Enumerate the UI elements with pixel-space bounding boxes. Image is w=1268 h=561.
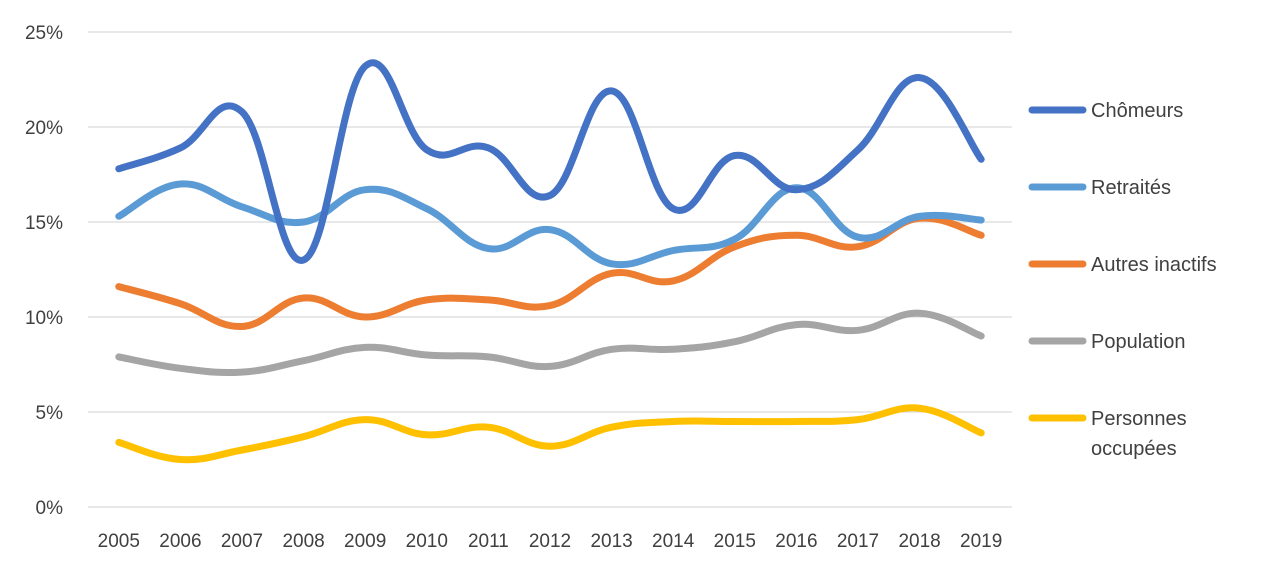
- y-tick-label: 15%: [25, 213, 63, 234]
- y-axis-tick-labels: 0% 5% 10% 15% 20% 25%: [25, 23, 63, 519]
- x-tick-label: 2005: [98, 531, 140, 552]
- y-tick-label: 25%: [25, 23, 63, 44]
- y-tick-label: 20%: [25, 118, 63, 139]
- x-tick-label: 2009: [344, 531, 386, 552]
- legend-label: Chômeurs: [1091, 100, 1183, 122]
- series-line-retraites: [115, 180, 985, 269]
- series-line-population: [115, 309, 985, 377]
- legend-label: Population: [1091, 331, 1186, 353]
- series-line-chomeurs: [115, 59, 985, 264]
- x-tick-label: 2015: [714, 531, 756, 552]
- legend-item-chomeurs: Chômeurs: [1028, 100, 1183, 122]
- x-tick-label: 2008: [282, 531, 324, 552]
- legend-label: Autres inactifs: [1091, 254, 1217, 276]
- series-lines: [115, 59, 985, 464]
- x-tick-label: 2010: [406, 531, 448, 552]
- x-tick-label: 2018: [898, 531, 940, 552]
- legend-item-autres-inactifs: Autres inactifs: [1028, 254, 1217, 276]
- legend: Chômeurs Retraités Autres inactifs Populati…: [1028, 100, 1217, 460]
- series-line-personnes-occupees: [115, 404, 985, 464]
- x-tick-label: 2012: [529, 531, 571, 552]
- x-tick-label: 2007: [221, 531, 263, 552]
- series-line-autres-inactifs: [115, 214, 985, 331]
- x-tick-label: 2014: [652, 531, 695, 552]
- legend-label: Retraités: [1091, 177, 1171, 199]
- x-tick-label: 2011: [468, 531, 509, 552]
- x-tick-label: 2019: [960, 531, 1002, 552]
- x-tick-label: 2013: [590, 531, 632, 552]
- legend-item-personnes-occupees: Personnes occupées: [1028, 408, 1187, 460]
- legend-label: Personnes: [1091, 408, 1187, 430]
- x-axis-tick-labels: 2005 2006 2007 2008 2009 2010 2011 2012 2013 2014…: [98, 531, 1003, 552]
- legend-label: occupées: [1091, 438, 1177, 460]
- x-tick-label: 2006: [159, 531, 201, 552]
- gridlines: [88, 31, 1012, 508]
- y-tick-label: 0%: [36, 498, 64, 519]
- legend-item-population: Population: [1028, 331, 1186, 353]
- x-tick-label: 2016: [775, 531, 817, 552]
- y-tick-label: 10%: [25, 308, 63, 329]
- x-tick-label: 2017: [837, 531, 879, 552]
- legend-item-retraites: Retraités: [1028, 177, 1171, 199]
- y-tick-label: 5%: [36, 403, 64, 424]
